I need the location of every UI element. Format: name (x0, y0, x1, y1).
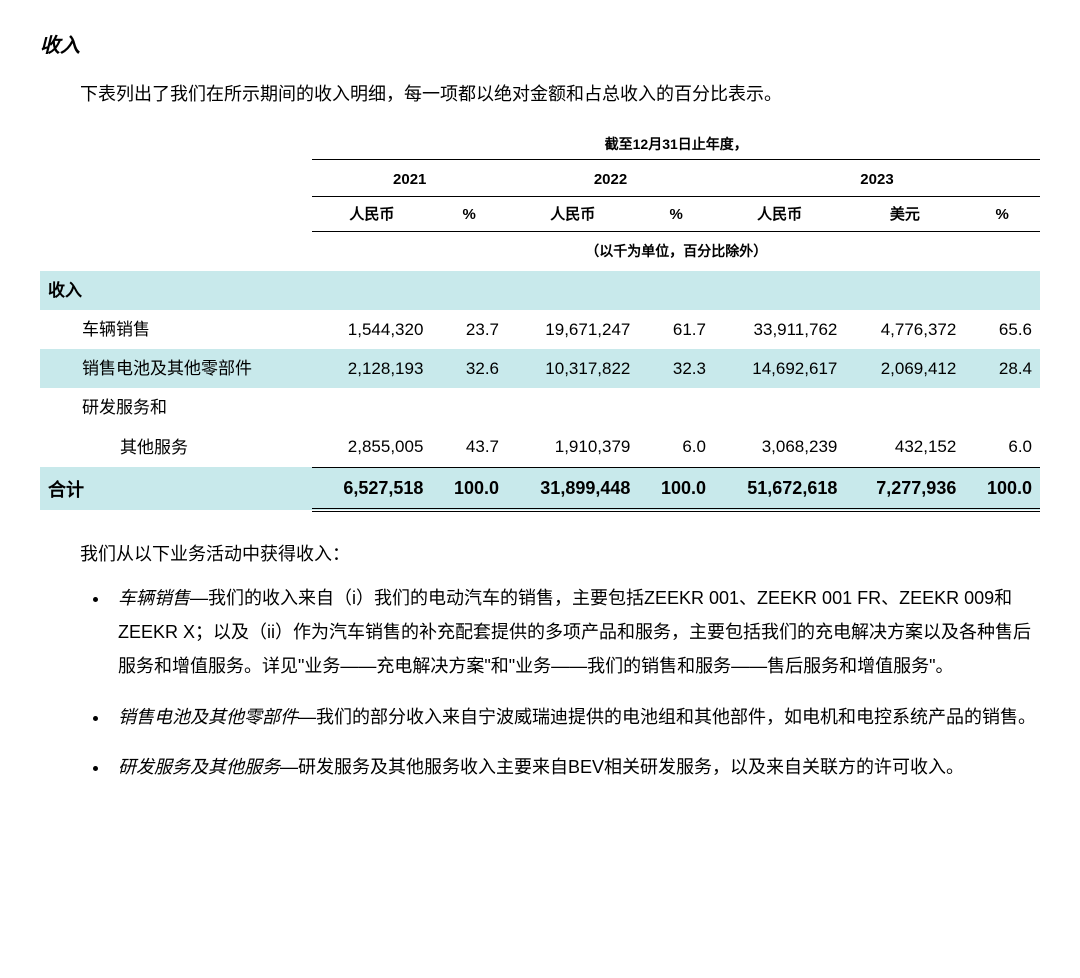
col-rmb-2023: 人民币 (714, 197, 845, 232)
revenue-table-container: 截至12月31日止年度， 2021 2022 2023 人民币 % 人民币 % … (40, 127, 1040, 513)
cell: 33,911,762 (714, 310, 845, 349)
col-usd-2023: 美元 (845, 197, 964, 232)
year-2023: 2023 (714, 160, 1040, 197)
blank-header (40, 127, 312, 160)
cell: 32.3 (638, 349, 714, 388)
after-paragraph: 我们从以下业务活动中获得收入： (80, 540, 1040, 569)
bullet-text: —我们的部分收入来自宁波威瑞迪提供的电池组和其他部件，如电机和电控系统产品的销售… (298, 707, 1036, 727)
table-total-row: 合计 6,527,518 100.0 31,899,448 100.0 51,6… (40, 467, 1040, 510)
row-label-line1: 研发服务和 (40, 388, 312, 427)
cell: 432,152 (845, 427, 964, 467)
bullet-lead: 销售电池及其他零部件 (118, 707, 298, 727)
total-cell: 100.0 (431, 467, 507, 510)
year-2021: 2021 (312, 160, 507, 197)
cell: 10,317,822 (507, 349, 638, 388)
bullet-lead: 研发服务及其他服务 (118, 757, 280, 777)
table-row: 车辆销售 1,544,320 23.7 19,671,247 61.7 33,9… (40, 310, 1040, 349)
total-cell: 31,899,448 (507, 467, 638, 510)
cell: 65.6 (964, 310, 1040, 349)
cell: 61.7 (638, 310, 714, 349)
table-section-header: 收入 (40, 271, 1040, 310)
row-label: 销售电池及其他零部件 (40, 349, 312, 388)
total-label: 合计 (40, 467, 312, 510)
total-cell: 100.0 (964, 467, 1040, 510)
table-caption: 截至12月31日止年度， (312, 127, 1040, 160)
list-item: 销售电池及其他零部件—我们的部分收入来自宁波威瑞迪提供的电池组和其他部件，如电机… (110, 700, 1040, 734)
cell: 3,068,239 (714, 427, 845, 467)
cell: 2,855,005 (312, 427, 431, 467)
row-label-line2: 其他服务 (40, 427, 312, 467)
unit-note: （以千为单位，百分比除外） (312, 232, 1040, 271)
table-row: 销售电池及其他零部件 2,128,193 32.6 10,317,822 32.… (40, 349, 1040, 388)
cell: 4,776,372 (845, 310, 964, 349)
bullet-lead: 车辆销售 (118, 588, 190, 608)
total-cell: 51,672,618 (714, 467, 845, 510)
bullet-text: —研发服务及其他服务收入主要来自BEV相关研发服务，以及来自关联方的许可收入。 (280, 757, 964, 777)
intro-paragraph: 下表列出了我们在所示期间的收入明细，每一项都以绝对金额和占总收入的百分比表示。 (80, 80, 1040, 109)
cell: 1,544,320 (312, 310, 431, 349)
cell: 32.6 (431, 349, 507, 388)
cell: 6.0 (964, 427, 1040, 467)
bullet-text: —我们的收入来自（i）我们的电动汽车的销售，主要包括ZEEKR 001、ZEEK… (118, 588, 1031, 676)
row-label: 车辆销售 (40, 310, 312, 349)
cell: 23.7 (431, 310, 507, 349)
table-row: 其他服务 2,855,005 43.7 1,910,379 6.0 3,068,… (40, 427, 1040, 467)
cell: 43.7 (431, 427, 507, 467)
revenue-table: 截至12月31日止年度， 2021 2022 2023 人民币 % 人民币 % … (40, 127, 1040, 513)
total-cell: 6,527,518 (312, 467, 431, 510)
bullet-list: 车辆销售—我们的收入来自（i）我们的电动汽车的销售，主要包括ZEEKR 001、… (110, 581, 1040, 784)
total-cell: 100.0 (638, 467, 714, 510)
col-pct-2023: % (964, 197, 1040, 232)
cell: 2,069,412 (845, 349, 964, 388)
cell: 1,910,379 (507, 427, 638, 467)
cell: 14,692,617 (714, 349, 845, 388)
section-title: 收入 (40, 30, 1040, 62)
cell: 2,128,193 (312, 349, 431, 388)
list-item: 研发服务及其他服务—研发服务及其他服务收入主要来自BEV相关研发服务，以及来自关… (110, 750, 1040, 784)
year-2022: 2022 (507, 160, 714, 197)
cell: 19,671,247 (507, 310, 638, 349)
col-rmb-2021: 人民币 (312, 197, 431, 232)
table-row: 研发服务和 (40, 388, 1040, 427)
col-pct-2021: % (431, 197, 507, 232)
section-header-label: 收入 (40, 271, 1040, 310)
col-rmb-2022: 人民币 (507, 197, 638, 232)
cell: 28.4 (964, 349, 1040, 388)
cell: 6.0 (638, 427, 714, 467)
total-cell: 7,277,936 (845, 467, 964, 510)
col-pct-2022: % (638, 197, 714, 232)
list-item: 车辆销售—我们的收入来自（i）我们的电动汽车的销售，主要包括ZEEKR 001、… (110, 581, 1040, 684)
